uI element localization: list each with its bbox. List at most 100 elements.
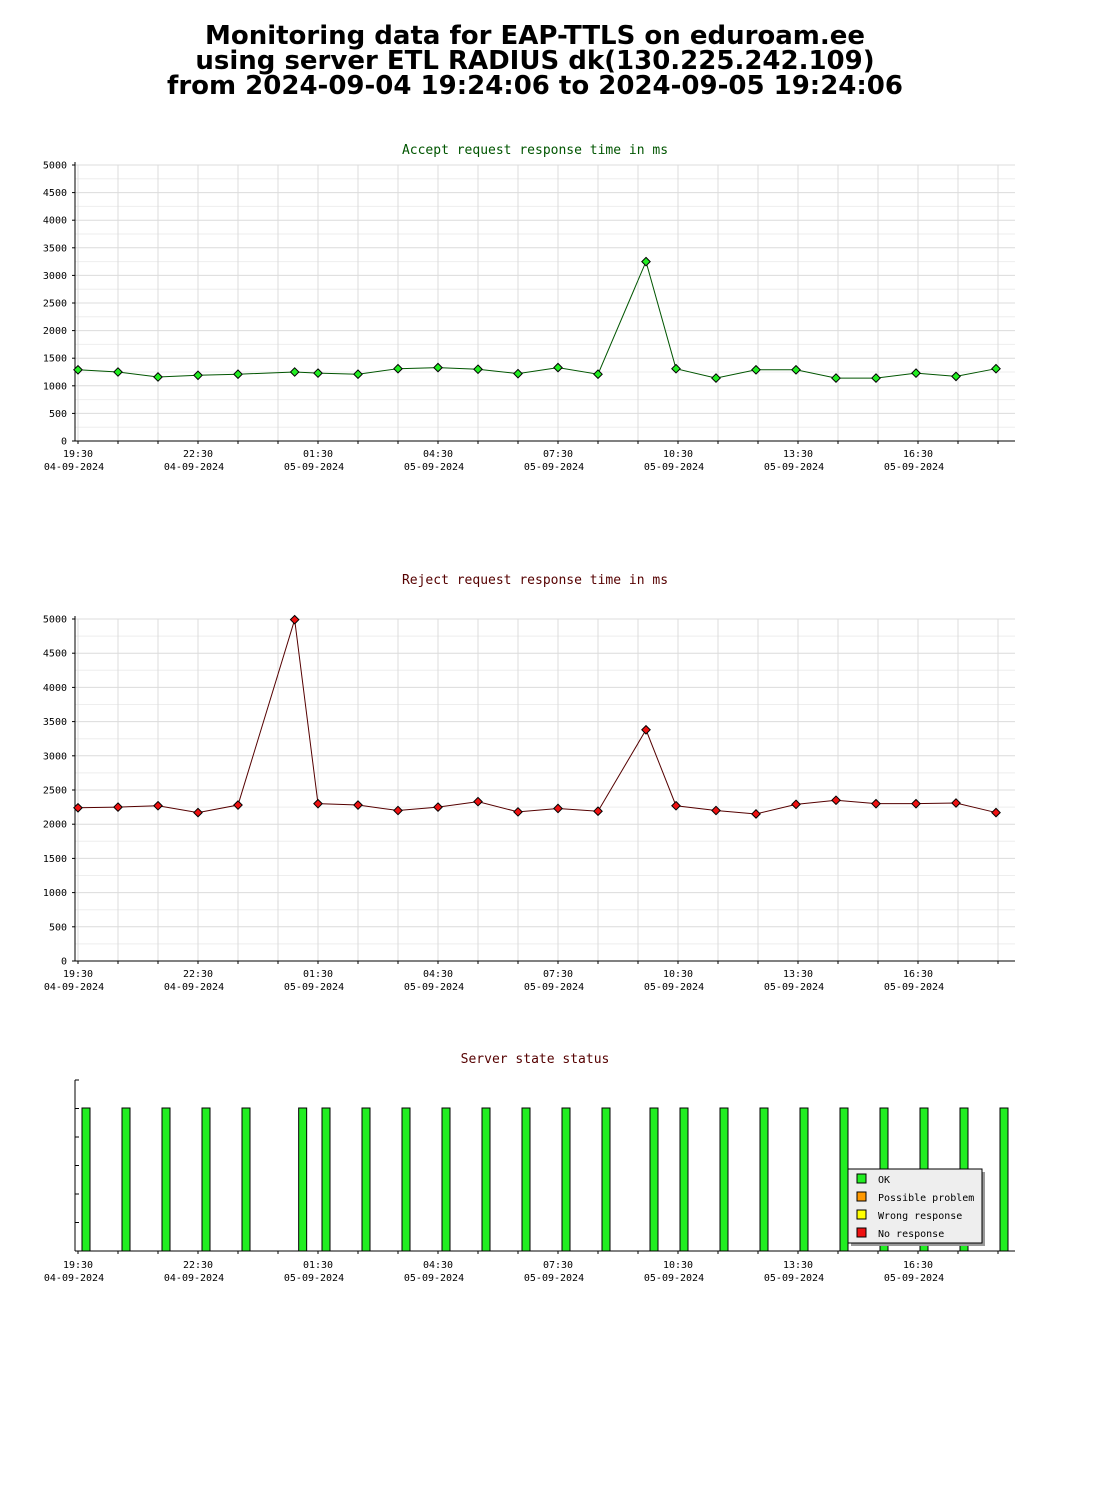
legend-box xyxy=(847,1168,983,1244)
data-point xyxy=(113,367,123,377)
x-tick-label: 04:30 xyxy=(423,969,453,980)
legend-swatch xyxy=(856,1227,867,1238)
data-point xyxy=(353,369,363,380)
state-bar xyxy=(481,1107,491,1252)
y-tick-label: 4500 xyxy=(43,649,67,660)
data-point xyxy=(911,798,921,809)
x-tick-label: 01:30 xyxy=(303,969,333,980)
x-tick-date-label: 05-09-2024 xyxy=(524,1273,584,1284)
y-tick-label: 5000 xyxy=(43,161,67,172)
data-point xyxy=(871,798,881,809)
data-point xyxy=(831,795,841,806)
x-tick-date-label: 05-09-2024 xyxy=(884,982,944,993)
data-point xyxy=(393,805,403,816)
state-bar xyxy=(999,1107,1009,1252)
x-tick-date-label: 05-09-2024 xyxy=(404,982,464,993)
y-tick-label: 4000 xyxy=(43,683,67,694)
x-tick-date-label: 05-09-2024 xyxy=(284,1273,344,1284)
x-tick-date-label: 05-09-2024 xyxy=(884,1273,944,1284)
data-point xyxy=(233,369,243,380)
data-point xyxy=(513,806,523,817)
x-tick-label: 19:30 xyxy=(63,1260,93,1271)
x-tick-date-label: 05-09-2024 xyxy=(644,1273,704,1284)
x-tick-date-label: 05-09-2024 xyxy=(764,1273,824,1284)
legend-swatch xyxy=(856,1173,867,1184)
legend-label: No response xyxy=(878,1229,944,1240)
data-point xyxy=(313,798,323,809)
y-tick-label: 500 xyxy=(49,922,67,933)
x-tick-label: 07:30 xyxy=(543,1260,573,1271)
data-point xyxy=(951,371,961,382)
y-tick-label: 4000 xyxy=(43,216,67,227)
data-point xyxy=(791,364,801,375)
state-bar xyxy=(201,1107,211,1252)
data-point xyxy=(289,614,300,625)
x-tick-label: 16:30 xyxy=(903,1260,933,1271)
x-tick-date-label: 05-09-2024 xyxy=(524,982,584,993)
y-tick-label: 1500 xyxy=(43,354,67,365)
data-point xyxy=(433,802,443,813)
x-tick-date-label: 05-09-2024 xyxy=(284,462,344,473)
y-tick-label: 3500 xyxy=(43,717,67,728)
series-line xyxy=(77,619,997,815)
y-tick-label: 3500 xyxy=(43,243,67,254)
x-tick-label: 07:30 xyxy=(543,449,573,460)
x-tick-date-label: 05-09-2024 xyxy=(524,462,584,473)
x-tick-date-label: 04-09-2024 xyxy=(44,1273,104,1284)
data-point xyxy=(751,809,761,819)
data-point xyxy=(433,362,443,373)
x-tick-date-label: 05-09-2024 xyxy=(404,462,464,473)
data-point xyxy=(473,796,483,807)
data-point xyxy=(553,803,563,814)
y-tick-label: 0 xyxy=(61,437,67,448)
y-tick-label: 4500 xyxy=(43,188,67,199)
chart-title: Reject request response time in ms xyxy=(402,573,668,588)
x-tick-label: 13:30 xyxy=(783,969,813,980)
state-bar xyxy=(719,1107,729,1252)
y-tick-label: 2000 xyxy=(43,820,67,831)
state-bar xyxy=(121,1107,131,1252)
legend-swatch xyxy=(856,1209,867,1220)
x-tick-label: 13:30 xyxy=(783,1260,813,1271)
data-point xyxy=(991,363,1001,374)
x-tick-label: 01:30 xyxy=(303,449,333,460)
data-point xyxy=(473,364,483,375)
data-point xyxy=(289,367,300,377)
x-tick-label: 19:30 xyxy=(63,449,93,460)
state-bar xyxy=(649,1107,659,1252)
x-tick-label: 22:30 xyxy=(183,1260,213,1271)
x-tick-date-label: 04-09-2024 xyxy=(164,462,224,473)
legend-label: Wrong response xyxy=(878,1211,962,1222)
y-tick-label: 0 xyxy=(61,957,67,968)
state-bar xyxy=(298,1107,308,1252)
x-tick-label: 22:30 xyxy=(183,969,213,980)
data-point xyxy=(513,368,523,379)
data-point xyxy=(153,800,163,811)
data-point xyxy=(233,800,243,810)
y-tick-label: 2500 xyxy=(43,299,67,310)
state-bar xyxy=(361,1107,371,1252)
x-tick-date-label: 04-09-2024 xyxy=(164,1273,224,1284)
state-bar xyxy=(241,1107,251,1252)
data-point xyxy=(641,724,651,735)
data-point xyxy=(593,369,603,380)
state-bar xyxy=(321,1107,331,1252)
state-bar xyxy=(521,1107,531,1252)
data-point xyxy=(153,372,163,382)
x-tick-label: 19:30 xyxy=(63,969,93,980)
x-tick-label: 13:30 xyxy=(783,449,813,460)
x-tick-label: 07:30 xyxy=(543,969,573,980)
y-tick-label: 1000 xyxy=(43,888,67,899)
data-point xyxy=(751,364,761,375)
x-tick-label: 22:30 xyxy=(183,449,213,460)
y-tick-label: 3000 xyxy=(43,751,67,762)
state-bar xyxy=(441,1107,451,1252)
data-point xyxy=(951,798,961,808)
title-line-3: from 2024-09-04 19:24:06 to 2024-09-05 1… xyxy=(167,71,903,101)
x-tick-label: 10:30 xyxy=(663,969,693,980)
x-tick-date-label: 05-09-2024 xyxy=(764,462,824,473)
x-tick-date-label: 05-09-2024 xyxy=(884,462,944,473)
accept-response-time-chart: Accept request response time in ms 0 500 10… xyxy=(43,143,1015,473)
data-point xyxy=(193,370,203,381)
